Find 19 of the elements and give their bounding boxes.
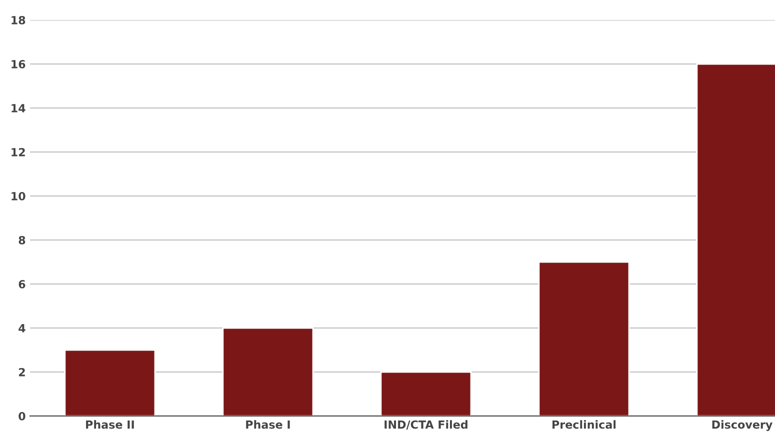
y-tick-label: 12 bbox=[12, 148, 25, 156]
x-tick-label: Discovery bbox=[712, 420, 772, 432]
y-tick-label: 2 bbox=[18, 368, 25, 376]
bar bbox=[380, 371, 472, 416]
y-tick-label: 16 bbox=[12, 60, 26, 68]
y-tick-label: 4 bbox=[18, 324, 26, 332]
x-tick-label: Phase I bbox=[246, 420, 290, 429]
y-tick-label: 8 bbox=[18, 236, 26, 244]
y-tick-label: 10 bbox=[12, 192, 26, 200]
bar bbox=[538, 261, 630, 416]
bar bbox=[64, 349, 156, 416]
bar bbox=[222, 327, 314, 416]
y-tick-label: 14 bbox=[12, 104, 26, 112]
x-tick-label: IND/CTA Filed bbox=[384, 420, 468, 430]
y-tick-label: 18 bbox=[12, 16, 26, 24]
y-tick-label: 6 bbox=[18, 280, 26, 288]
x-tick-label: Phase II bbox=[86, 420, 134, 429]
y-tick-label: 0 bbox=[18, 412, 26, 420]
x-tick-label: Preclinical bbox=[552, 420, 616, 429]
